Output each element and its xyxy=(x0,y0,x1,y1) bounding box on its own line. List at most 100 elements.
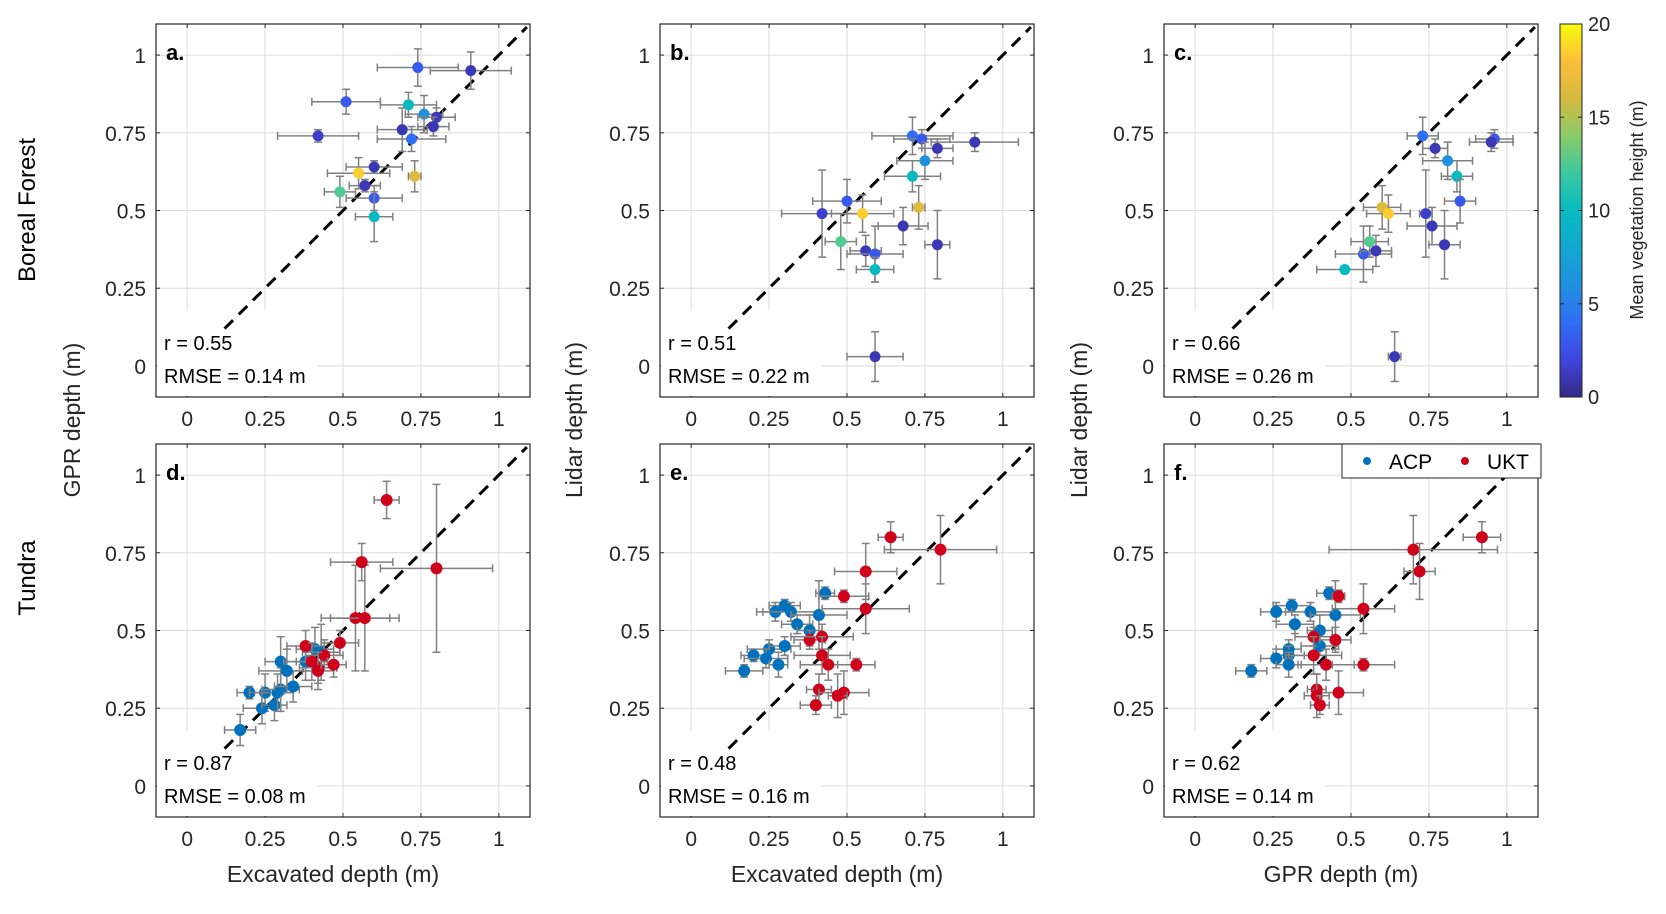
marker xyxy=(1282,658,1295,671)
marker xyxy=(1420,208,1432,220)
x-tick-label: 0 xyxy=(685,408,697,431)
marker xyxy=(1413,565,1426,578)
marker xyxy=(831,689,844,702)
marker xyxy=(1357,658,1370,671)
colorbar-tick-label: 15 xyxy=(1588,107,1610,129)
marker xyxy=(358,612,371,625)
panel-letter: c. xyxy=(1174,40,1192,65)
stat-r: r = 0.62 xyxy=(1172,753,1240,775)
marker xyxy=(380,493,393,506)
data-point xyxy=(1440,160,1474,193)
x-axis-label: Excavated depth (m) xyxy=(731,861,943,887)
data-point xyxy=(329,564,400,672)
marker xyxy=(327,658,340,671)
x-tick-label: 1 xyxy=(493,828,505,851)
y-axis-label: Lidar depth (m) xyxy=(1066,342,1092,498)
row-label-boreal: Boreal Forest xyxy=(14,138,41,282)
data-point xyxy=(1362,184,1402,230)
data-point xyxy=(930,132,1020,153)
panel-b: 0 0 0.25 0.25 0.5 0.5 0.75 0.75 1 1 b. r = 0.51 RMSE… xyxy=(609,23,1035,431)
y-tick-label: 0.75 xyxy=(609,123,650,146)
x-tick-label: 0 xyxy=(181,408,193,431)
stat-rmse: RMSE = 0.14 m xyxy=(1172,786,1314,808)
marker xyxy=(772,658,785,671)
data-point xyxy=(1443,178,1477,224)
data-point xyxy=(871,116,954,156)
data-point xyxy=(846,330,904,383)
marker xyxy=(822,658,835,671)
marker xyxy=(816,649,829,662)
marker xyxy=(850,658,863,671)
data-point xyxy=(320,651,347,678)
x-tick-label: 0 xyxy=(1189,408,1201,431)
marker xyxy=(359,180,371,192)
marker xyxy=(1475,531,1488,544)
marker xyxy=(1485,136,1497,148)
marker xyxy=(1389,351,1401,363)
data-point xyxy=(1406,206,1458,246)
marker xyxy=(353,167,365,179)
data-point xyxy=(373,480,400,520)
marker xyxy=(1417,130,1429,142)
data-point xyxy=(1319,626,1352,654)
marker xyxy=(791,618,804,631)
marker xyxy=(1407,543,1420,556)
colorbar: 0 5 10 15 20 Mean vegetation height (m) xyxy=(1559,14,1647,409)
marker xyxy=(312,664,325,677)
marker xyxy=(859,565,872,578)
marker xyxy=(1270,652,1283,665)
marker xyxy=(427,121,439,133)
data-point xyxy=(1365,194,1411,234)
marker xyxy=(368,211,380,223)
one-to-one-line xyxy=(727,26,1032,330)
panel-f: 0 0 0.25 0.25 0.5 0.5 0.75 0.75 1 1 f. r = 0.62 RMSE… xyxy=(1113,443,1539,887)
marker xyxy=(1339,264,1351,276)
data-point xyxy=(1331,589,1346,604)
data-point xyxy=(1234,663,1268,678)
y-axis-label: GPR depth (m) xyxy=(59,343,85,498)
stat-r: r = 0.48 xyxy=(668,753,736,775)
stat-r: r = 0.66 xyxy=(1172,333,1240,355)
x-tick-label: 0.25 xyxy=(1253,408,1294,431)
axes-frame xyxy=(155,23,531,398)
colorbar-tick-label: 10 xyxy=(1588,201,1610,223)
stat-rmse: RMSE = 0.14 m xyxy=(164,366,306,388)
axes-frame xyxy=(659,443,1035,818)
data-point xyxy=(1275,614,1315,635)
data-point xyxy=(793,635,851,675)
data-point xyxy=(348,178,382,193)
marker xyxy=(268,699,281,712)
legend-marker-ukt xyxy=(1461,457,1469,465)
data-point xyxy=(407,160,422,193)
data-point xyxy=(1350,225,1390,258)
marker xyxy=(312,130,324,142)
marker xyxy=(841,195,853,207)
axes-frame xyxy=(659,23,1035,398)
data-point xyxy=(768,651,789,678)
stats-background xyxy=(1165,311,1325,396)
data-point xyxy=(724,663,764,678)
legend-label-ukt: UKT xyxy=(1487,451,1529,474)
panel-letter: f. xyxy=(1174,460,1187,485)
marker xyxy=(299,640,312,653)
data-point xyxy=(376,48,460,87)
marker xyxy=(1364,236,1376,248)
data-point xyxy=(311,88,382,115)
data-point xyxy=(877,206,929,246)
y-tick-label: 0 xyxy=(1142,356,1154,379)
row-label-tundra: Tundra xyxy=(14,540,41,616)
data-point xyxy=(223,713,257,747)
data-point xyxy=(1331,583,1396,635)
marker xyxy=(869,264,881,276)
x-tick-label: 0.5 xyxy=(832,828,861,851)
marker xyxy=(1429,142,1441,154)
marker xyxy=(897,220,909,232)
x-tick-label: 1 xyxy=(997,828,1009,851)
data-point xyxy=(1309,695,1330,716)
marker xyxy=(759,652,772,665)
x-tick-label: 0.25 xyxy=(1253,828,1294,851)
marker xyxy=(1329,608,1342,621)
marker xyxy=(465,65,477,77)
y-tick-label: 0 xyxy=(638,356,650,379)
